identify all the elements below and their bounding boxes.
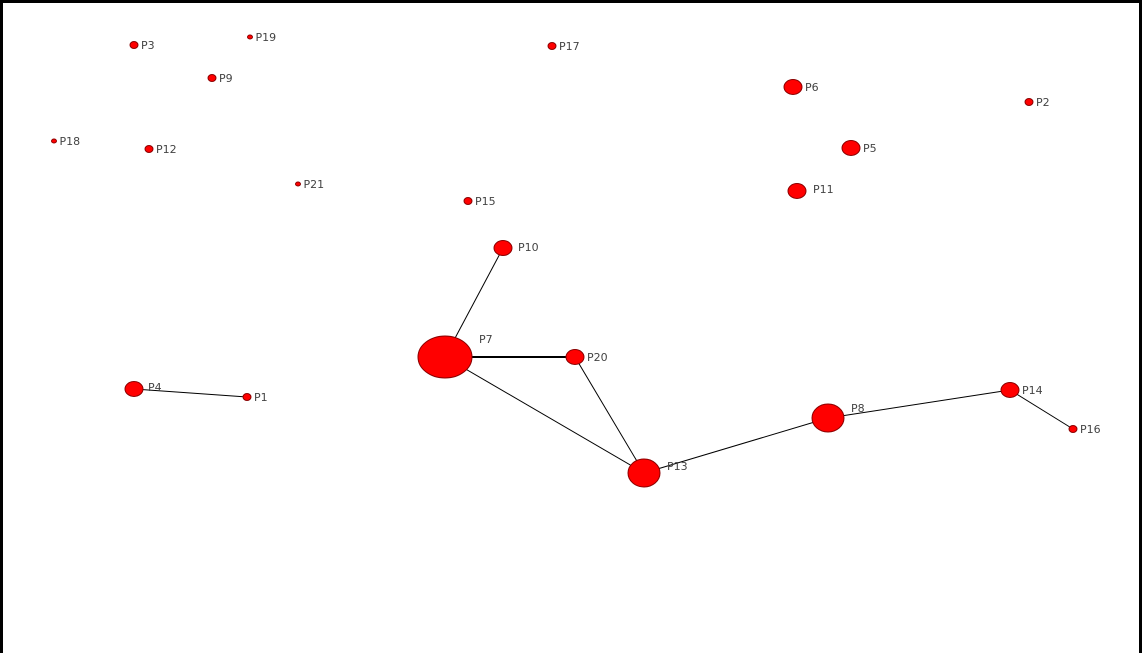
edge-p8-p14 bbox=[827, 389, 1011, 419]
node-label-p18: P18 bbox=[60, 135, 81, 148]
node-p11[interactable] bbox=[787, 183, 807, 199]
node-label-p4: P4 bbox=[148, 381, 162, 394]
node-label-p8: P8 bbox=[851, 402, 865, 415]
node-p18[interactable] bbox=[51, 138, 57, 144]
node-label-p10: P10 bbox=[518, 241, 539, 254]
node-p4[interactable] bbox=[124, 381, 144, 397]
node-label-p5: P5 bbox=[863, 142, 877, 155]
edge-p14-p16 bbox=[1009, 389, 1074, 430]
edge-p4-p1 bbox=[133, 388, 248, 398]
node-p12[interactable] bbox=[144, 145, 154, 153]
node-label-p17: P17 bbox=[559, 40, 580, 53]
node-p8[interactable] bbox=[811, 403, 845, 433]
node-p21[interactable] bbox=[295, 181, 301, 187]
node-label-p14: P14 bbox=[1022, 384, 1043, 397]
node-label-p6: P6 bbox=[805, 81, 819, 94]
labels-layer: P1 P2 P3 P4 P5 P6 P7 P8 P9 P10 P11 P12 P13 P14 P15 P16 P… bbox=[60, 31, 1101, 473]
node-p20[interactable] bbox=[565, 349, 585, 365]
node-label-p21: P21 bbox=[304, 178, 325, 191]
node-label-p16: P16 bbox=[1080, 423, 1101, 436]
network-graph: P1 P2 P3 P4 P5 P6 P7 P8 P9 P10 P11 P12 P13 P14 P15 P16 P… bbox=[51, 31, 1101, 488]
node-p10[interactable] bbox=[493, 240, 513, 256]
node-label-p19: P19 bbox=[256, 31, 277, 44]
edge-p7-p13 bbox=[444, 356, 645, 474]
nodes-layer bbox=[51, 34, 1078, 488]
node-p19[interactable] bbox=[247, 34, 253, 40]
node-label-p2: P2 bbox=[1036, 96, 1050, 109]
node-p15[interactable] bbox=[463, 197, 473, 205]
node-label-p1: P1 bbox=[254, 391, 268, 404]
node-p16[interactable] bbox=[1068, 425, 1078, 433]
node-p2[interactable] bbox=[1024, 98, 1034, 106]
node-p17[interactable] bbox=[547, 42, 557, 50]
node-p6[interactable] bbox=[783, 79, 803, 95]
node-p5[interactable] bbox=[841, 140, 861, 156]
node-label-p12: P12 bbox=[156, 143, 177, 156]
node-label-p3: P3 bbox=[141, 39, 155, 52]
node-label-p11: P11 bbox=[813, 183, 834, 196]
node-p7[interactable] bbox=[417, 335, 473, 379]
node-p1[interactable] bbox=[242, 393, 252, 401]
node-label-p15: P15 bbox=[475, 195, 496, 208]
node-p14[interactable] bbox=[1000, 382, 1020, 398]
edge-p13-p8 bbox=[643, 417, 829, 474]
node-p13[interactable] bbox=[627, 458, 661, 488]
node-p9[interactable] bbox=[207, 74, 217, 82]
node-label-p9: P9 bbox=[219, 72, 233, 85]
edge-p20-p13 bbox=[574, 356, 645, 474]
node-p3[interactable] bbox=[129, 41, 139, 49]
node-label-p7: P7 bbox=[479, 333, 493, 346]
node-label-p20: P20 bbox=[587, 351, 608, 364]
node-label-p13: P13 bbox=[667, 460, 688, 473]
